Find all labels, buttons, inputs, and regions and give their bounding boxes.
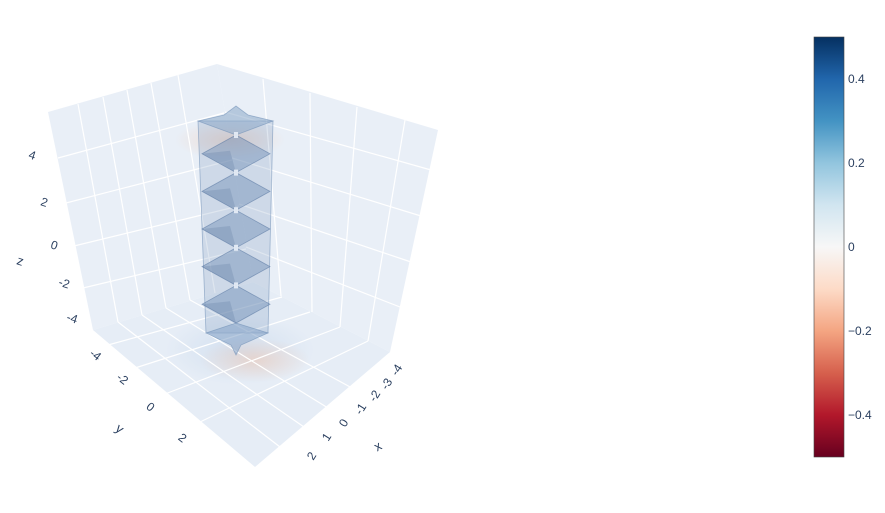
colorbar: 0.4 0.2 0 −0.2 −0.4 (813, 36, 872, 458)
column-diamond-shade (202, 188, 236, 211)
column-diamond-shade (202, 301, 236, 323)
x-tick-label: 2 (304, 449, 320, 462)
column-diamond-shade (202, 150, 236, 173)
x-tick-label: -4 (388, 361, 406, 378)
y-tick-label: -2 (114, 370, 131, 388)
z-tick-label: 4 (27, 148, 38, 163)
z-axis-title: z (15, 253, 26, 269)
x-tick-label: -3 (378, 375, 396, 392)
top-orange-glow (175, 120, 285, 160)
colorbar-tick-label: 0.2 (848, 156, 865, 170)
x-axis-title: x (371, 438, 385, 454)
isosurface-column[interactable] (196, 105, 275, 356)
colorbar-tick-label: −0.4 (848, 408, 872, 422)
colorbar-tick-label: 0.4 (848, 72, 865, 86)
column-node (234, 244, 238, 251)
y-tick-label: 2 (176, 430, 190, 445)
column-node (234, 282, 238, 289)
x-tick-label: 0 (336, 416, 352, 429)
column-diamond-shade (202, 263, 236, 286)
column-node (234, 207, 238, 214)
x-tick-label: -1 (352, 400, 370, 417)
scene-gridlines (57, 74, 432, 448)
colorbar-tick-label: −0.2 (848, 324, 872, 338)
column-diamond-segment (201, 284, 271, 324)
y-tick-label: -4 (87, 346, 104, 364)
z-tick-label: 2 (39, 195, 50, 210)
column-node (234, 132, 238, 138)
column-node (234, 169, 238, 176)
z-axis: 4 2 0 -2 -4 z (15, 148, 80, 327)
y-axis-title: y (113, 421, 128, 437)
z-tick-label: -2 (57, 275, 72, 292)
column-diamond-shade (202, 225, 236, 248)
z-tick-label: -4 (65, 310, 80, 327)
colorbar-scale (813, 36, 845, 458)
x-tick-label: -2 (366, 387, 384, 404)
y-tick-label: 0 (144, 399, 158, 414)
x-tick-label: 1 (319, 430, 335, 443)
z-tick-label: 0 (49, 238, 60, 253)
colorbar-tick-label: 0 (848, 240, 855, 254)
